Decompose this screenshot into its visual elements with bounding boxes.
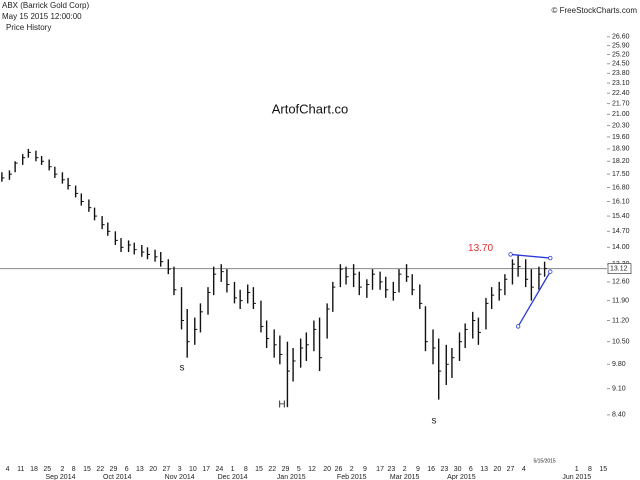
month-label: Oct 2014 [103,474,132,480]
x-tick-label: 2 [60,466,64,473]
x-tick-label: 30 [454,466,462,473]
x-tick-label: 6 [469,466,473,473]
y-tick-label: 14.00 [612,244,630,251]
y-tick-label: 26.60 [612,34,630,41]
chart-subtitle: May 15 2015 12:00:00 [2,12,82,21]
x-tick-label: 27 [507,466,515,473]
x-tick-label: 20 [323,466,331,473]
x-tick-label: 2 [350,466,354,473]
last-price-box [607,263,632,275]
copyright: © FreeStockCharts.com [552,6,638,15]
y-tick-label: 8.40 [612,412,626,419]
y-tick-label: 22.40 [612,90,630,97]
x-tick-label: 26 [335,466,343,473]
y-tick-label: 17.50 [612,171,630,178]
y-tick-label: 21.00 [612,111,630,118]
x-tick-label: 24 [215,466,223,473]
x-tick-label: 1 [575,466,579,473]
pattern-label: H [278,400,285,411]
month-label: Dec 2014 [218,474,248,480]
x-tick-label: 3 [178,466,182,473]
x-tick-label: 13 [136,466,144,473]
trendline-point [548,255,553,261]
y-tick-label: 18.20 [612,158,630,165]
trendline [517,271,551,327]
x-tick-label: 1 [231,466,235,473]
y-tick-label: 9.10 [612,385,626,392]
x-tick-label: 11 [17,466,24,473]
x-tick-label: 5 [297,466,301,473]
x-tick-label: 8 [244,466,248,473]
watermark: ArtofChart.co [272,101,349,116]
x-tick-label: 22 [96,466,104,473]
y-tick-label: 16.80 [612,184,630,191]
pattern-label: s [180,363,185,374]
x-tick-label: 15 [255,466,263,473]
x-tick-label: 6 [125,466,129,473]
month-label: Jan 2015 [277,474,306,480]
x-tick-label: 9 [363,466,367,473]
y-tick-label: 11.20 [612,317,629,324]
x-tick-label: 13 [480,466,488,473]
trendline-point [548,269,553,274]
y-tick-label: 23.80 [612,70,630,77]
y-tick-label: 11.90 [612,297,629,304]
y-tick-label: 25.20 [612,51,630,58]
y-tick-label: 20.30 [612,122,630,129]
month-label: Nov 2014 [165,474,195,480]
y-tick-label: 23.10 [612,80,630,87]
x-tick-label: 29 [282,466,290,473]
y-tick-label: 12.60 [612,279,630,286]
x-tick-label: 23 [388,466,396,473]
y-tick-label: 15.40 [612,213,630,220]
last-price-label: 13.12 [610,265,628,272]
y-tick-label: 18.90 [612,146,630,153]
trendline-point [508,252,513,257]
x-tick-label: 17 [202,466,210,473]
y-tick-label: 16.10 [612,198,630,205]
x-tick-label: 20 [149,466,157,473]
x-tick-label: 15 [599,466,607,473]
y-tick-label: 24.50 [612,61,630,68]
panel-label: Price History [6,23,51,32]
month-label: Feb 2015 [337,474,367,480]
x-tick-label: 2 [403,466,407,473]
x-tick-label: 10 [189,466,197,473]
x-tick-label: 4 [6,466,10,473]
trendline [510,253,551,259]
x-tick-label: 8 [72,466,76,473]
pattern-label: s [432,416,437,427]
x-tick-label: 15 [83,466,91,473]
x-tick-label: 23 [440,466,448,473]
x-tick-label: 27 [163,466,171,473]
x-tick-label: 29 [110,466,118,473]
month-label: Apr 2015 [447,474,476,480]
x-tick-label: 8 [588,466,592,473]
y-tick-label: 25.90 [612,42,630,49]
x-tick-label: 9 [416,466,420,473]
x-tick-label: 17 [376,466,384,473]
trendline-point [515,324,521,329]
x-tick-label: 12 [308,466,316,473]
month-label: Mar 2015 [390,474,420,480]
month-label: Jun 2015 [562,474,591,480]
x-tick-label: 25 [43,466,51,473]
x-tick-label: 4 [522,466,526,473]
y-tick-label: 14.70 [612,228,630,235]
month-label: Sep 2014 [46,474,76,480]
chart-title: ABX (Barrick Gold Corp) [2,1,89,10]
date-label: 5/15/2015 [533,458,555,464]
y-tick-label: 10.50 [612,339,630,346]
x-tick-label: 20 [493,466,501,473]
x-tick-label: 16 [427,466,435,473]
y-tick-label: 19.60 [612,134,630,141]
y-tick-label: 21.70 [612,100,630,107]
y-tick-label: 9.80 [612,361,626,368]
annotation-label: 13.70 [468,243,493,254]
x-tick-label: 22 [268,466,276,473]
x-tick-label: 18 [30,466,38,473]
